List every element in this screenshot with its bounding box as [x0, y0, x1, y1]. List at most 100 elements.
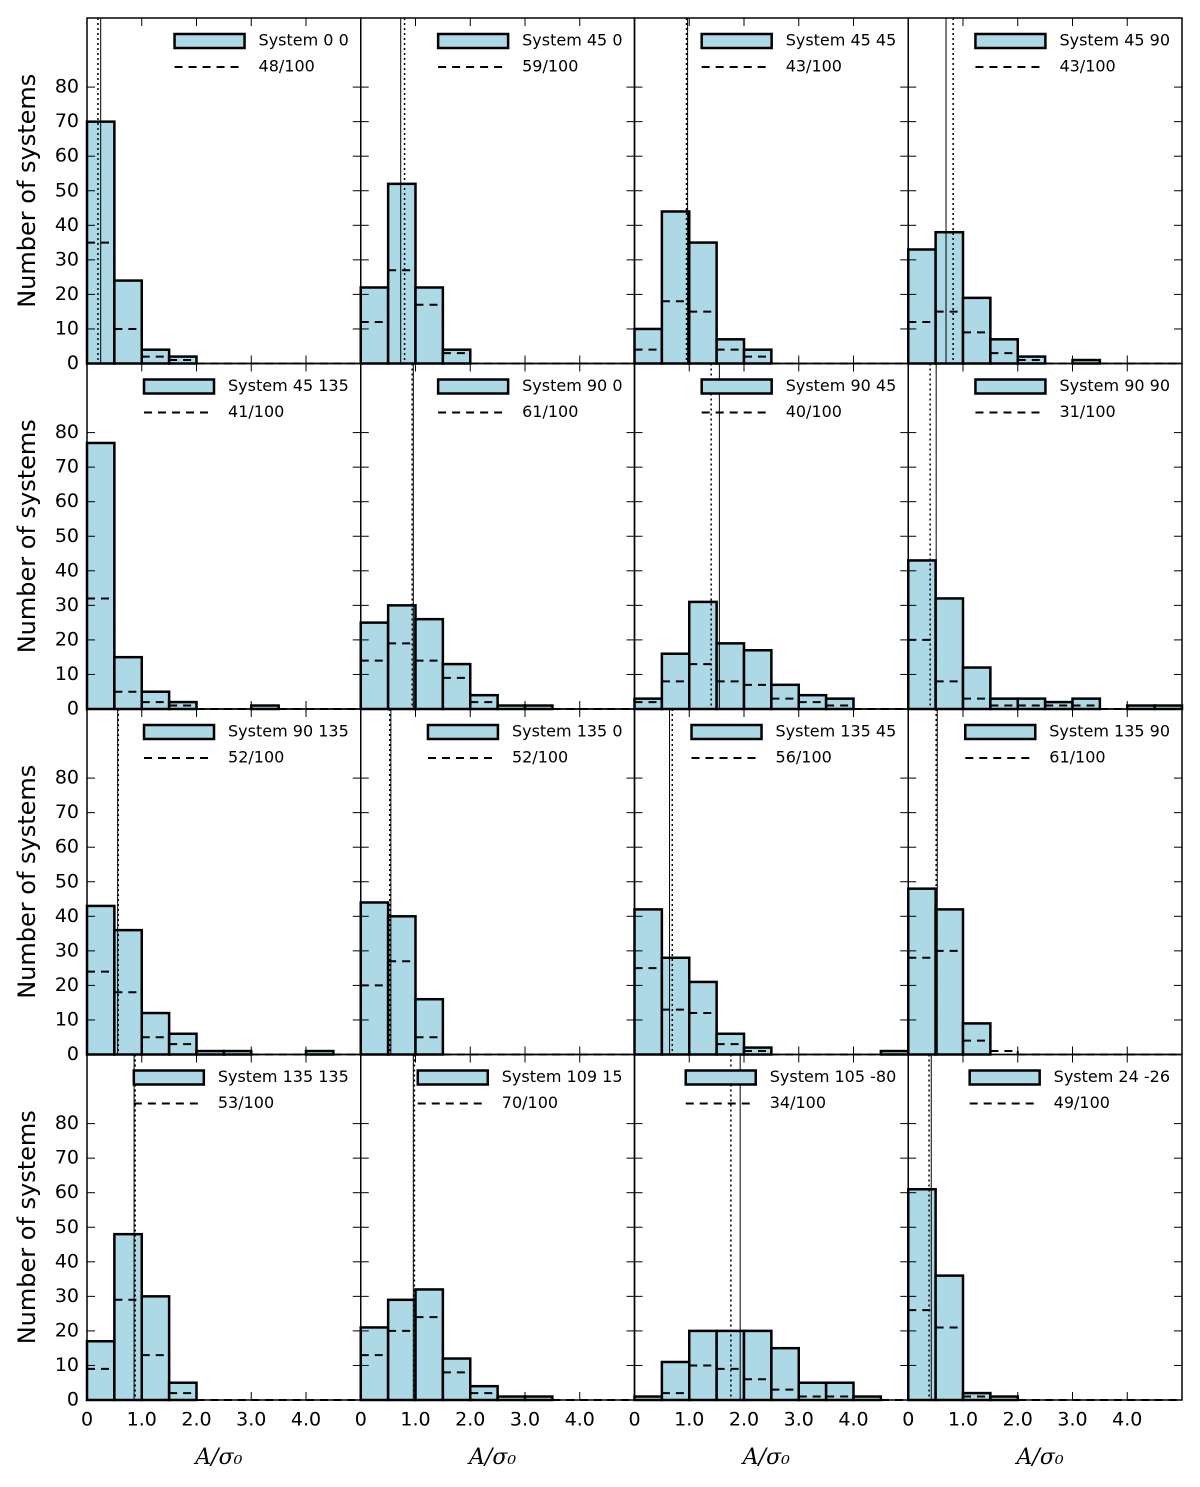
bar: [934, 230, 965, 365]
bar: [140, 1011, 171, 1056]
y-tick-label: 30: [55, 1285, 79, 1307]
y-tick-label: 10: [55, 663, 79, 685]
bar: [715, 642, 746, 711]
legend-swatch: [700, 378, 773, 395]
y-tick-label: 20: [55, 283, 79, 305]
x-tick-label: 3.0: [236, 1409, 266, 1431]
y-tick-label: 60: [55, 836, 79, 858]
y-tick-label: 80: [55, 767, 79, 789]
y-axis-label: Number of systems: [13, 1110, 41, 1344]
x-axis-label: A/σ₀: [193, 1445, 242, 1470]
bar: [907, 248, 937, 365]
y-tick-label: 40: [55, 559, 79, 581]
y-tick-label: 80: [55, 76, 79, 98]
legend-label: System 45 90: [1059, 31, 1170, 50]
legend-label: System 90 90: [1059, 376, 1170, 395]
legend-label: 61/100: [522, 402, 578, 421]
bar: [742, 1329, 773, 1402]
legend-label: 52/100: [512, 748, 568, 767]
legend-label: 53/100: [218, 1093, 274, 1112]
bar: [441, 662, 472, 711]
y-tick-label: 80: [55, 421, 79, 443]
bar: [359, 901, 390, 1056]
y-tick-label: 20: [55, 1319, 79, 1341]
legend-label: 43/100: [1059, 57, 1115, 76]
bar: [140, 690, 171, 711]
bar: [1071, 697, 1102, 711]
bar: [934, 908, 965, 1056]
bar: [167, 1381, 198, 1402]
bar: [961, 666, 992, 711]
legend-label: 49/100: [1054, 1093, 1110, 1112]
legend-label: System 45 45: [786, 31, 897, 50]
bar: [85, 904, 116, 1056]
y-tick-label: 40: [55, 214, 79, 236]
x-tick-label: 2.0: [455, 1409, 485, 1431]
legend-swatch: [690, 723, 763, 741]
y-tick-label: 20: [55, 974, 79, 996]
y-tick-label: 10: [55, 1354, 79, 1376]
legend-label: 43/100: [786, 57, 842, 76]
y-tick-label: 0: [67, 1043, 79, 1065]
y-tick-label: 40: [55, 1250, 79, 1272]
x-tick-label: 1.0: [674, 1409, 704, 1431]
legend-label: System 109 15: [502, 1067, 623, 1086]
legend-label: 31/100: [1059, 402, 1115, 421]
legend-label: System 90 45: [786, 376, 897, 395]
legend-label: 59/100: [522, 57, 578, 76]
x-tick-label: 3.0: [1057, 1409, 1087, 1431]
y-axis-label: Number of systems: [13, 74, 41, 308]
legend-swatch: [142, 378, 216, 395]
legend-swatch: [436, 378, 510, 395]
y-tick-label: 50: [55, 1216, 79, 1238]
bar: [386, 1298, 417, 1402]
legend-swatch: [974, 378, 1047, 395]
legend-swatch: [436, 32, 510, 50]
bar: [770, 683, 800, 711]
bar: [414, 617, 445, 711]
y-axis-label: Number of systems: [13, 765, 41, 999]
y-axis-label: Number of systems: [13, 419, 41, 653]
bar: [742, 649, 773, 711]
y-tick-label: 0: [67, 1389, 79, 1411]
bar: [633, 908, 664, 1056]
bar: [934, 597, 965, 711]
bar: [414, 997, 445, 1056]
legend-swatch: [142, 723, 216, 741]
y-tick-label: 30: [55, 248, 79, 270]
bar: [1016, 697, 1047, 711]
y-tick-label: 70: [55, 456, 79, 478]
legend-label: 40/100: [786, 402, 842, 421]
bar: [85, 1340, 116, 1402]
bar: [140, 1295, 171, 1402]
y-tick-label: 10: [55, 317, 79, 339]
legend-label: System 105 -80: [770, 1067, 897, 1086]
bar: [441, 1357, 472, 1402]
legend-label: 34/100: [770, 1093, 826, 1112]
y-tick-label: 20: [55, 628, 79, 650]
x-tick-label: 1.0: [400, 1409, 430, 1431]
bar: [633, 327, 664, 365]
bar: [359, 621, 390, 711]
x-axis-label: A/σ₀: [1015, 1445, 1064, 1470]
x-tick-label: 4.0: [838, 1409, 868, 1431]
bar: [441, 348, 472, 365]
legend-swatch: [974, 32, 1047, 50]
x-tick-label: 2.0: [1003, 1409, 1033, 1431]
legend-swatch: [684, 1069, 757, 1086]
y-tick-label: 10: [55, 1008, 79, 1030]
bar: [113, 1232, 143, 1402]
x-tick-label: 2.0: [729, 1409, 759, 1431]
bar: [660, 210, 691, 365]
bar: [85, 441, 116, 711]
bar: [414, 1288, 445, 1402]
bar: [359, 1326, 390, 1402]
bar: [688, 241, 718, 365]
y-tick-label: 80: [55, 1112, 79, 1134]
y-tick-label: 70: [55, 110, 79, 132]
x-tick-label: 0: [81, 1409, 93, 1431]
y-tick-label: 70: [55, 801, 79, 823]
bar: [907, 559, 937, 711]
